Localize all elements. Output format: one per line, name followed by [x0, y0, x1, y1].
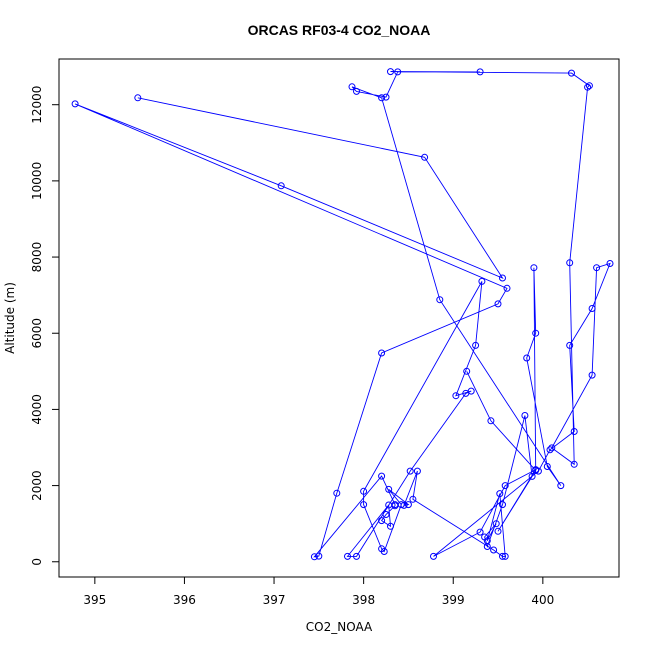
data-point — [382, 511, 390, 518]
data-point — [501, 482, 509, 490]
data-point — [378, 517, 386, 525]
data-point — [478, 277, 486, 285]
data-point — [528, 472, 536, 480]
data-point — [71, 100, 79, 108]
y-tick-label: 2000 — [30, 470, 44, 501]
data-point — [476, 68, 484, 76]
data-point — [404, 501, 412, 509]
data-point — [348, 83, 356, 91]
data-point — [501, 552, 509, 560]
data-point — [378, 472, 386, 480]
data-point — [588, 371, 596, 379]
data-point — [378, 349, 386, 357]
data-point — [387, 68, 394, 76]
data-point — [499, 501, 506, 509]
y-tick-label: 10000 — [30, 162, 44, 200]
data-point — [452, 392, 460, 400]
data-point — [490, 546, 498, 554]
data-point — [523, 354, 531, 362]
data-point — [503, 284, 511, 292]
data-point — [492, 520, 500, 528]
data-point — [382, 93, 390, 101]
data-point — [532, 466, 540, 474]
data-point — [593, 264, 601, 272]
data-point — [310, 553, 318, 561]
data-point — [499, 552, 506, 560]
data-point — [588, 305, 596, 312]
chart-title: ORCAS RF03-4 CO2_NOAA — [248, 22, 431, 38]
data-point — [385, 485, 393, 493]
y-tick-label: 8000 — [30, 242, 44, 273]
data-point — [134, 94, 142, 102]
y-tick-label: 0 — [30, 558, 44, 566]
data-point — [557, 482, 565, 490]
y-axis-label: Altitude (m) — [3, 282, 17, 354]
data-point — [353, 552, 360, 560]
data-point — [344, 552, 351, 560]
data-point — [530, 264, 538, 272]
data-point — [413, 467, 421, 475]
data-point — [421, 153, 429, 161]
data-point — [566, 341, 574, 349]
x-axis: 395 396 397 398 399 400 — [83, 577, 554, 607]
data-point — [494, 527, 502, 535]
y-tick-label: 12000 — [30, 86, 44, 124]
data-point — [436, 296, 444, 304]
data-point — [521, 412, 529, 419]
data-point — [534, 467, 542, 475]
data-point — [378, 94, 386, 102]
data-point — [360, 487, 368, 495]
data-point — [463, 367, 471, 375]
data-point — [606, 260, 614, 267]
data-point — [277, 182, 285, 190]
data-point — [584, 83, 592, 91]
data-point — [467, 387, 475, 395]
data-point — [570, 460, 578, 468]
data-point — [387, 522, 394, 530]
series-layer — [71, 68, 614, 561]
x-axis-label: CO2_NOAA — [306, 620, 373, 634]
data-point — [532, 329, 540, 337]
x-tick-label: 399 — [442, 593, 465, 607]
data-point — [494, 300, 502, 308]
data-point — [481, 533, 489, 541]
data-point — [353, 87, 360, 95]
data-point — [483, 543, 491, 550]
data-point — [476, 528, 484, 536]
data-point — [472, 341, 480, 349]
data-point — [570, 428, 578, 435]
data-point — [400, 501, 408, 509]
x-tick-label: 396 — [173, 593, 196, 607]
x-tick-label: 397 — [263, 593, 286, 607]
data-point — [548, 444, 556, 452]
y-tick-label: 6000 — [30, 318, 44, 349]
x-tick-label: 398 — [352, 593, 375, 607]
y-tick-label: 4000 — [30, 394, 44, 425]
data-point — [430, 552, 437, 560]
y-axis: 0 2000 4000 6000 8000 10000 12000 — [30, 86, 59, 566]
data-point — [496, 490, 504, 498]
data-point — [566, 259, 574, 267]
data-point — [394, 68, 402, 76]
series-line — [74, 71, 611, 558]
data-point — [315, 552, 323, 560]
x-tick-label: 395 — [83, 593, 106, 607]
data-point — [487, 417, 495, 425]
data-point — [409, 495, 417, 503]
data-point — [585, 82, 593, 90]
data-point — [380, 548, 388, 555]
data-point — [385, 501, 393, 509]
data-point — [546, 446, 554, 454]
data-point — [499, 274, 506, 282]
data-point — [333, 489, 341, 497]
x-tick-label: 400 — [531, 593, 554, 607]
data-point — [360, 501, 368, 509]
data-point — [406, 467, 414, 475]
plot-frame — [58, 58, 620, 578]
data-point — [543, 463, 551, 470]
data-point — [568, 69, 575, 77]
